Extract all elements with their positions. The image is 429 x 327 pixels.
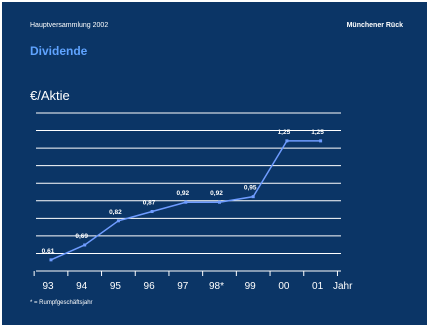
x-tick-label: 94 — [76, 281, 88, 292]
data-point — [184, 200, 188, 204]
y-axis-unit: €/Aktie — [30, 88, 70, 103]
data-label: 1,25 — [278, 129, 291, 136]
x-tick-label: 97 — [177, 281, 189, 292]
data-label: 0,92 — [176, 190, 189, 197]
data-label: 1,25 — [311, 129, 324, 136]
x-tick-label: 95 — [110, 281, 122, 292]
data-point — [49, 258, 53, 262]
x-axis-ticks — [33, 271, 338, 276]
data-point — [150, 210, 154, 214]
data-label: 0,87 — [143, 200, 156, 207]
data-point — [285, 139, 289, 143]
data-point — [251, 195, 255, 199]
data-label: 0,61 — [42, 248, 55, 255]
event-title: Hauptversammlung 2002 — [30, 22, 109, 29]
x-tick-label: 98* — [209, 281, 224, 292]
footnote: * = Rumpfgeschäftsjahr — [30, 300, 93, 306]
data-point — [116, 219, 120, 223]
data-label: 0,69 — [75, 233, 88, 240]
data-label: 0,95 — [244, 185, 257, 192]
x-tick-label: 99 — [245, 281, 257, 292]
x-tick-label: 93 — [42, 281, 54, 292]
slide-title: Dividende — [30, 44, 88, 58]
data-points — [49, 139, 323, 262]
data-point — [83, 243, 87, 247]
x-tick-label: 00 — [278, 281, 290, 292]
data-label: 0,92 — [210, 190, 223, 197]
company-name: Münchener Rück — [346, 22, 403, 29]
data-labels: 0,61 0,69 0,82 0,87 0,92 0,92 0,95 1,25 1,25 — [42, 129, 325, 255]
x-tick-label: 96 — [144, 281, 156, 292]
data-point — [319, 139, 323, 143]
x-tick-label: 01 — [312, 281, 324, 292]
data-label: 0,82 — [109, 209, 122, 216]
data-point — [218, 200, 221, 204]
x-tick-labels: 93 94 95 96 97 98* 99 00 01 — [42, 281, 323, 292]
x-axis-title: Jahr — [333, 281, 353, 292]
